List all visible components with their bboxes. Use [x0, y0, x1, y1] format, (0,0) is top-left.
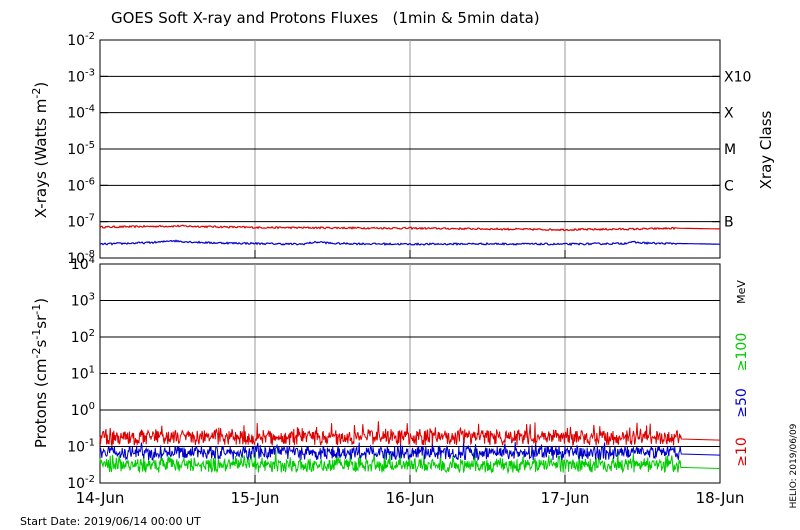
x-tick-label: 17-Jun: [541, 489, 590, 507]
energy-label: ≥50: [734, 388, 750, 418]
xray-grid: [100, 40, 720, 258]
x-tick-label: 14-Jun: [76, 489, 125, 507]
y-tick-label: 10-4: [67, 104, 95, 122]
proton-grid: [100, 264, 720, 483]
start-date-label: Start Date: 2019/06/14 00:00 UT: [20, 515, 201, 528]
x-tick-label: 15-Jun: [231, 489, 280, 507]
chart-title: GOES Soft X-ray and Protons Fluxes (1min…: [111, 9, 540, 27]
xray-class-label: C: [724, 178, 734, 194]
proton-energy-labels: ≥100 ≥50 ≥10: [734, 333, 750, 467]
y-tick-label: 10-6: [67, 176, 95, 194]
x-tick-label: 16-Jun: [386, 489, 435, 507]
proton-series: [99, 421, 721, 475]
xray-series-line: [99, 239, 720, 247]
xray-class-label: X10: [724, 69, 751, 85]
y-tick-label: 101: [71, 365, 95, 383]
proton-y-ticks: 104 103 102 101 100 10-1 10-2: [67, 255, 720, 492]
proton-y-axis-label: Protons (cm-2s-1sr-1): [30, 298, 50, 448]
y-tick-label: 103: [71, 292, 95, 310]
energy-label: ≥10: [734, 437, 750, 467]
y-tick-label: 104: [71, 255, 95, 273]
proton-panel: 104 103 102 101 100 10-1 10-2 MeV ≥100 ≥50 ≥10 P…: [30, 255, 750, 492]
y-tick-label: 10-3: [67, 67, 95, 85]
xray-series-line: [99, 224, 720, 232]
xray-series: [99, 224, 720, 247]
proton-unit-label: MeV: [735, 280, 748, 304]
x-tick-label: 18-Jun: [696, 489, 745, 507]
y-tick-label: 10-7: [67, 213, 95, 231]
xray-class-label: M: [724, 142, 736, 158]
proton-series-line: [99, 441, 721, 462]
credit-label: HELIO: 2019/06/09: [789, 423, 799, 508]
proton-series-line: [99, 421, 721, 447]
proton-series-line: [99, 449, 721, 475]
xray-class-labels: X10 X M C B: [724, 69, 751, 230]
y-tick-label: 10-2: [67, 474, 95, 492]
y-tick-label: 10-8: [67, 249, 95, 267]
xray-y-ticks: 10-2 10-3 10-4 10-5 10-6 10-7 10-8: [67, 31, 720, 267]
y-tick-label: 102: [71, 328, 95, 346]
xray-y-axis-label: X-rays (Watts m-2): [30, 82, 50, 218]
y-tick-label: 100: [71, 401, 95, 419]
xray-panel: 10-2 10-3 10-4 10-5 10-6 10-7 10-8 X10 X M C B Xra…: [30, 31, 775, 267]
y-tick-label: 10-5: [67, 140, 95, 158]
xray-class-axis-title: Xray Class: [757, 110, 775, 189]
xray-class-label: X: [724, 106, 734, 122]
xray-class-label: B: [724, 215, 734, 231]
x-axis-ticks: 14-Jun 15-Jun 16-Jun 17-Jun 18-Jun: [76, 250, 745, 507]
y-tick-label: 10-1: [67, 438, 95, 456]
energy-label: ≥100: [734, 333, 750, 371]
y-tick-label: 10-2: [67, 31, 95, 49]
